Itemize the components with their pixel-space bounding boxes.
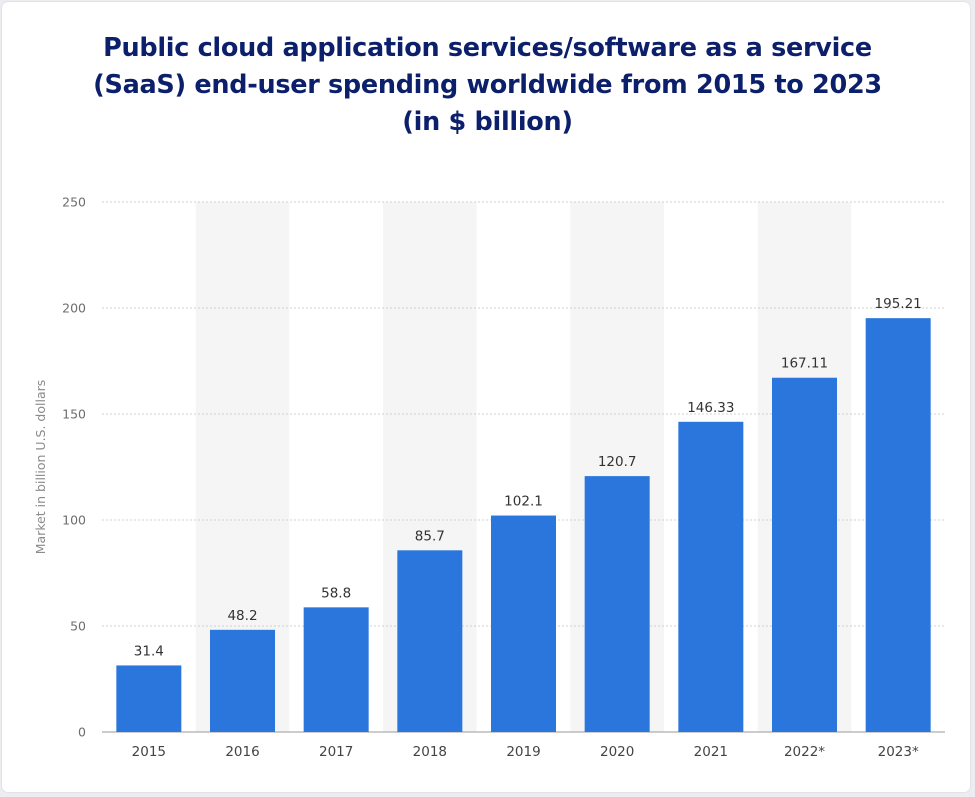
chart-title-line-1: Public cloud application services/softwa…: [103, 33, 872, 63]
bar: [491, 515, 556, 732]
x-tick-label: 2023*: [878, 744, 919, 760]
bar-value-label: 102.1: [504, 494, 543, 510]
x-tick-label: 2018: [413, 744, 447, 760]
x-tick-label: 2015: [132, 744, 166, 760]
x-tick-label: 2017: [319, 744, 353, 760]
bar: [865, 318, 931, 732]
x-tick-label: 2021: [694, 744, 728, 760]
x-tick-label: 2022*: [784, 744, 825, 760]
bar-value-label: 48.2: [227, 608, 257, 624]
bar: [678, 421, 744, 732]
bar: [584, 476, 650, 732]
bar-value-label: 58.8: [321, 585, 351, 601]
bar: [116, 665, 182, 732]
y-tick-label: 50: [70, 619, 86, 634]
x-tick-label: 2016: [225, 744, 259, 760]
bar-value-label: 120.7: [598, 454, 637, 470]
x-tick-label: 2019: [506, 744, 540, 760]
x-tick-label: 2020: [600, 744, 634, 760]
bar: [397, 550, 463, 732]
y-axis-title: Market in billion U.S. dollars: [33, 380, 48, 555]
y-tick-label: 250: [62, 195, 86, 210]
chart-title: Public cloud application services/softwa…: [0, 30, 975, 141]
bar-value-label: 146.33: [687, 400, 734, 416]
y-tick-label: 200: [62, 301, 86, 316]
bar: [210, 629, 275, 732]
y-tick-label: 0: [78, 725, 86, 740]
chart-title-line-2: (SaaS) end-user spending worldwide from …: [93, 70, 882, 100]
bar-value-label: 85.7: [415, 528, 445, 544]
bar-value-label: 31.4: [134, 643, 164, 659]
y-tick-label: 100: [62, 513, 86, 528]
bar-value-label: 167.11: [781, 356, 828, 372]
bar: [303, 607, 369, 732]
bar: [772, 377, 837, 732]
y-tick-label: 150: [62, 407, 86, 422]
chart-title-line-3: (in $ billion): [402, 107, 573, 137]
bar-value-label: 195.21: [875, 296, 922, 312]
